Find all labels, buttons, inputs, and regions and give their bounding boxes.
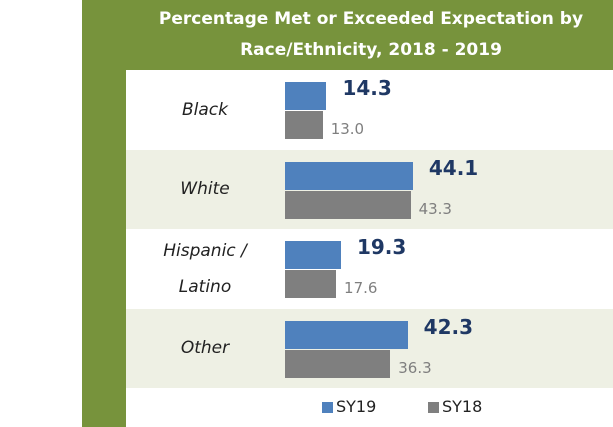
category-label: Hispanic / Latino — [163, 240, 247, 297]
value-label: 17.6 — [344, 279, 378, 297]
category-label: Black — [182, 99, 228, 120]
chart-title: Percentage Met or Exceeded Expectation b… — [158, 9, 584, 60]
value-label: 19.3 — [356, 235, 407, 259]
value-label: 36.3 — [398, 358, 432, 377]
bar — [285, 320, 408, 349]
legend-swatch — [428, 402, 439, 413]
value-label: 44.1 — [428, 155, 479, 180]
value-label: 43.3 — [418, 199, 452, 218]
bar — [285, 270, 337, 298]
legend-swatch — [322, 402, 333, 413]
value-label: 14.3 — [342, 76, 392, 100]
bar — [285, 111, 323, 139]
bar — [285, 82, 327, 110]
bar — [285, 161, 413, 190]
side-band — [82, 0, 126, 427]
bar — [285, 349, 391, 378]
header — [126, 0, 613, 70]
bar — [285, 241, 341, 269]
category-label: White — [180, 179, 230, 200]
legend-label: SY18 — [442, 397, 483, 416]
value-label: 42.3 — [423, 314, 474, 339]
value-label: 13.0 — [330, 120, 365, 138]
bar — [285, 190, 411, 219]
legend-label: SY19 — [336, 397, 377, 416]
category-label: Other — [180, 338, 230, 359]
